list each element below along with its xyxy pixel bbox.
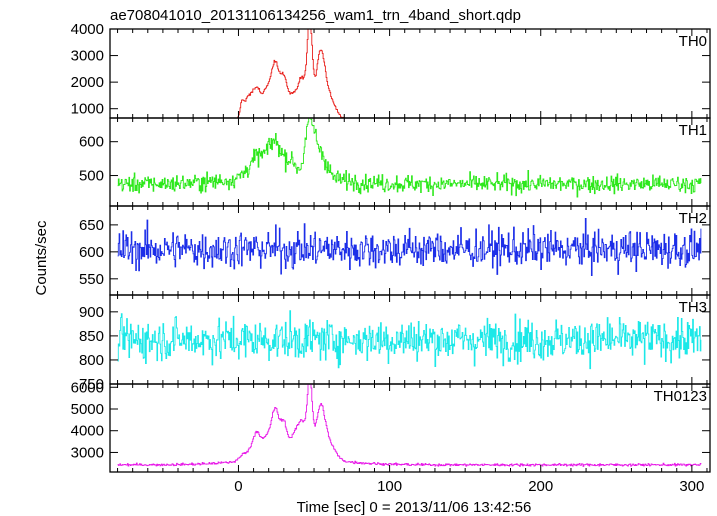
x-axis-label: Time [sec] 0 = 2013/11/06 13:42:56 <box>297 499 532 516</box>
panel-label-th3: TH3 <box>679 299 707 316</box>
y-tick-label: 1000 <box>71 101 104 118</box>
panel-th2: 550 600 650 TH2 <box>79 205 711 296</box>
series-line-th1 <box>117 118 702 198</box>
y-tick-label: 4000 <box>71 21 104 38</box>
series-line-th3 <box>117 310 702 370</box>
panel-label-th2: TH2 <box>679 210 707 227</box>
y-tick-label: 6000 <box>71 379 104 396</box>
y-tick-label: 4000 <box>71 423 104 440</box>
panel-label-th0: TH0 <box>679 33 707 50</box>
y-tick-label: 850 <box>79 328 104 345</box>
y-tick-label: 2000 <box>71 74 104 91</box>
series-line-th0 <box>237 29 347 118</box>
series-line-th0123 <box>117 384 702 467</box>
panel-frame <box>109 28 711 119</box>
y-tick-label: 800 <box>79 352 104 369</box>
panel-label-th0123: TH0123 <box>654 388 707 405</box>
y-axis-label: Counts/sec <box>33 220 50 296</box>
panel-label-th1: TH1 <box>679 122 707 139</box>
y-tick-label: 3000 <box>71 48 104 65</box>
x-tick-label: 100 <box>377 478 402 495</box>
panel-frame <box>109 383 711 473</box>
series-line-th2 <box>117 218 702 277</box>
panel-frame <box>109 117 711 207</box>
y-tick-label: 650 <box>79 217 104 234</box>
y-tick-label: 550 <box>79 271 104 288</box>
y-tick-label: 5000 <box>71 401 104 418</box>
panel-th1: 500 600 TH1 <box>79 117 711 207</box>
panel-th3: 750 800 850 900 TH3 <box>79 294 711 393</box>
y-tick-label: 3000 <box>71 444 104 461</box>
x-tick-label: 300 <box>679 478 704 495</box>
panel-th0123: 3000 4000 5000 6000 TH0123 <box>71 379 711 473</box>
panel-th0: 1000 2000 3000 4000 TH0 <box>71 21 711 119</box>
panel-frame <box>109 205 711 296</box>
y-tick-label: 900 <box>79 304 104 321</box>
y-tick-label: 750 <box>79 376 104 393</box>
x-tick-label: 200 <box>528 478 553 495</box>
y-tick-label: 500 <box>79 168 104 185</box>
y-tick-label: 600 <box>79 244 104 261</box>
panel-frame <box>109 294 711 385</box>
y-tick-label: 600 <box>79 134 104 151</box>
x-tick-label: 0 <box>234 478 242 495</box>
chart-title: ae708041010_20131106134256_wam1_trn_4ban… <box>110 7 521 24</box>
